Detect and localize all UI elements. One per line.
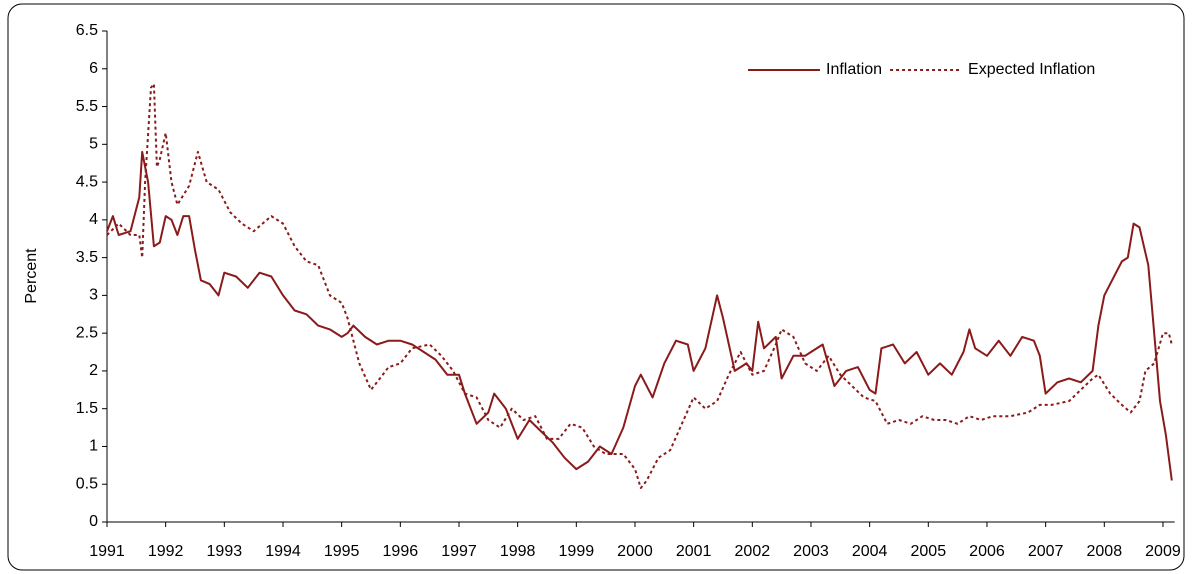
x-tick-label: 1994	[265, 543, 301, 560]
y-tick-label: 4	[89, 211, 98, 228]
y-tick-label: 3.5	[76, 249, 98, 266]
data-line	[106, 150, 1173, 481]
y-tick-label: 2	[89, 362, 98, 379]
x-tick-label: 2003	[793, 543, 829, 560]
x-tick-label: 2001	[676, 543, 712, 560]
y-tick-label: 6	[89, 60, 98, 77]
y-tick-label: 0.5	[76, 475, 98, 492]
legend-label: Inflation	[826, 61, 882, 78]
y-tick-label: 1	[89, 438, 98, 455]
y-tick-label: 2.5	[76, 324, 98, 341]
y-tick-label: 3	[89, 287, 98, 304]
y-tick-label: 6.5	[76, 22, 98, 39]
x-tick-label: 1995	[324, 543, 360, 560]
x-tick-label: 2004	[852, 543, 888, 560]
chart-frame	[7, 3, 1185, 571]
x-tick-label: 1996	[383, 543, 419, 560]
x-tick-label: 1998	[500, 543, 536, 560]
x-tick-label: 2007	[1028, 543, 1064, 560]
y-tick-label: 5	[89, 136, 98, 153]
legend-label: Expected Inflation	[968, 61, 1095, 78]
y-tick-label: 0	[89, 513, 98, 530]
y-tick-label: 4.5	[76, 173, 98, 190]
x-tick-label: 2006	[969, 543, 1005, 560]
y-tick-label: 5.5	[76, 98, 98, 115]
x-tick-label: 1991	[89, 543, 125, 560]
y-tick-label: 1.5	[76, 400, 98, 417]
x-tick-label: 1992	[148, 543, 184, 560]
x-tick-label: 1999	[559, 543, 595, 560]
y-axis-label: Percent	[23, 248, 40, 304]
x-tick-label: 1993	[207, 543, 243, 560]
x-tick-label: 2002	[735, 543, 771, 560]
x-tick-label: 2008	[1087, 543, 1123, 560]
x-tick-label: 1997	[441, 543, 477, 560]
x-tick-label: 2005	[911, 543, 947, 560]
x-tick-label: 2000	[617, 543, 653, 560]
x-tick-label: 2009	[1145, 543, 1181, 560]
